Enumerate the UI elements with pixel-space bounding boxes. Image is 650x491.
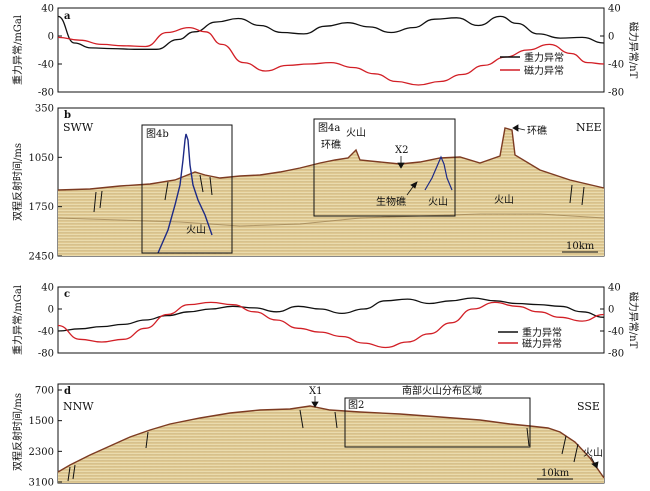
label-fig4a: 图4a	[318, 122, 340, 134]
direction-sse: SSE	[577, 400, 600, 413]
panel-b-ylabel: 双程反射时间/ms	[11, 143, 24, 221]
label-x1: X1	[309, 386, 322, 397]
panel-d-ticks: 700 1500 2300 3100	[29, 386, 62, 489]
label-volcano-d: 火山	[583, 447, 603, 459]
panel-b-seafloor	[57, 127, 605, 191]
panel-a-letter: a	[64, 11, 71, 22]
panel-d: d NNW SSE X1 南部火山分布区域 图2 火山 10km 700 1500…	[11, 383, 605, 489]
panel-b-seismic-section	[58, 128, 604, 256]
tick-label-right-0: 40	[608, 283, 621, 294]
a-series-gravity-line	[57, 15, 605, 50]
panel-a-ylabel-right: 磁力异常/nT	[627, 22, 640, 79]
c-series-gravity-line	[57, 297, 605, 332]
panel-b-letter: b	[64, 110, 71, 121]
tick-label-left-3: -80	[38, 88, 54, 99]
label-volcano-1: 火山	[346, 127, 366, 139]
legend-c-gravity-label: 重力异常	[522, 326, 562, 339]
panel-a-series	[57, 15, 605, 86]
tick-label-right-3: -80	[608, 88, 624, 99]
label-atoll-1: 环礁	[321, 138, 341, 151]
panel-b-scale-bar: 10km	[562, 241, 598, 253]
panel-b-volcano-outline-4b	[157, 133, 213, 254]
box-fig2	[344, 397, 531, 448]
b-ticks-tick-label-0: 350	[35, 104, 54, 115]
label-bioreef: 生物礁	[376, 195, 406, 208]
panel-c-series	[57, 297, 605, 349]
tick-label-left-2: -40	[38, 60, 54, 71]
panel-b-volcano-outline-4a	[424, 155, 453, 191]
panel-b-faults	[93, 174, 585, 213]
panel-c-ylabel-left: 重力异常/mGal	[11, 285, 24, 355]
b-ticks-tick-label-1: 1050	[29, 153, 54, 164]
label-volcano-4: 火山	[494, 194, 514, 206]
panel-a-ticks-left: 40 0 -40 -80	[38, 4, 62, 99]
label-southern-volcano-zone: 南部火山分布区域	[402, 384, 482, 397]
d-ticks-tick-label-2: 2300	[29, 447, 54, 458]
panel-b-basement-reflector	[57, 213, 605, 227]
panel-a: a 400-40-80 400-40-80 重力异常/mGal 磁力异常/nT …	[11, 4, 640, 99]
label-volcano-3: 火山	[186, 224, 206, 236]
tick-label-left-2: -40	[38, 327, 54, 338]
a-series-magnetic-line	[57, 26, 605, 86]
tick-label-right-1: 0	[608, 32, 614, 43]
panel-b: SWW NEE b 图4b 图4a 火山 环礁 X2 生物礁 火山 火山 环礁 …	[11, 104, 605, 263]
tick-label-left-0: 40	[41, 283, 54, 294]
tick-label-left-3: -80	[38, 349, 54, 360]
panel-c-letter: c	[64, 289, 70, 300]
direction-nnw: NNW	[63, 400, 94, 413]
tick-label-left-1: 0	[48, 305, 54, 316]
panel-c-ylabel-right: 磁力异常/nT	[627, 292, 640, 349]
label-volcano-2: 火山	[428, 196, 448, 208]
panel-d-seafloor	[57, 405, 605, 479]
tick-label-right-0: 40	[608, 4, 621, 15]
legend-c-magnetic-label: 磁力异常	[522, 337, 562, 350]
panel-d-arrows	[311, 396, 599, 469]
label-x2: X2	[395, 145, 408, 156]
d-ticks-tick-label-1: 1500	[29, 416, 54, 427]
d-ticks-tick-label-0: 700	[35, 386, 54, 397]
b-ticks-tick-label-2: 1750	[29, 202, 54, 213]
panel-a-ylabel-left: 重力异常/mGal	[11, 15, 24, 85]
tick-label-right-2: -40	[608, 327, 624, 338]
tick-label-right-1: 0	[608, 305, 614, 316]
tick-label-left-0: 40	[41, 4, 54, 15]
panel-a-legend: 重力异常 磁力异常	[500, 51, 564, 77]
panel-c-ticks-right: 40 0 -40 -80	[600, 283, 624, 360]
label-atoll-2: 环礁	[527, 124, 547, 137]
panel-d-seismic-section	[58, 406, 604, 483]
box-fig4a	[313, 118, 456, 217]
panel-c-legend: 重力异常 磁力异常	[498, 326, 562, 350]
panel-a-frame	[57, 7, 605, 93]
label-fig4b: 图4b	[146, 128, 169, 140]
box-fig4b	[141, 124, 233, 254]
panel-d-scale-text: 10km	[541, 468, 570, 479]
panel-b-ticks: 350 1050 1750 2450	[29, 104, 62, 263]
d-ticks-tick-label-3: 3100	[29, 478, 54, 489]
panel-c-frame	[57, 286, 605, 354]
panel-c: c 400-40-80 400-40-80 重力异常/mGal 磁力异常/nT …	[11, 283, 640, 360]
panel-b-scale-text: 10km	[566, 241, 595, 252]
tick-label-left-1: 0	[48, 32, 54, 43]
c-series-magnetic-line	[57, 301, 605, 349]
panel-d-faults	[67, 409, 579, 482]
legend-gravity-label: 重力异常	[524, 51, 564, 64]
panel-d-letter: d	[64, 386, 71, 397]
panel-d-ylabel: 双程反射时间/ms	[11, 393, 24, 471]
direction-nee: NEE	[576, 121, 602, 134]
legend-magnetic-label: 磁力异常	[524, 64, 564, 77]
panel-b-arrows	[397, 124, 526, 196]
tick-label-right-3: -80	[608, 349, 624, 360]
panel-d-scale-bar: 10km	[537, 468, 573, 480]
label-fig2: 图2	[348, 399, 364, 411]
b-ticks-tick-label-3: 2450	[29, 252, 54, 263]
tick-label-right-2: -40	[608, 60, 624, 71]
direction-sww: SWW	[63, 121, 94, 134]
